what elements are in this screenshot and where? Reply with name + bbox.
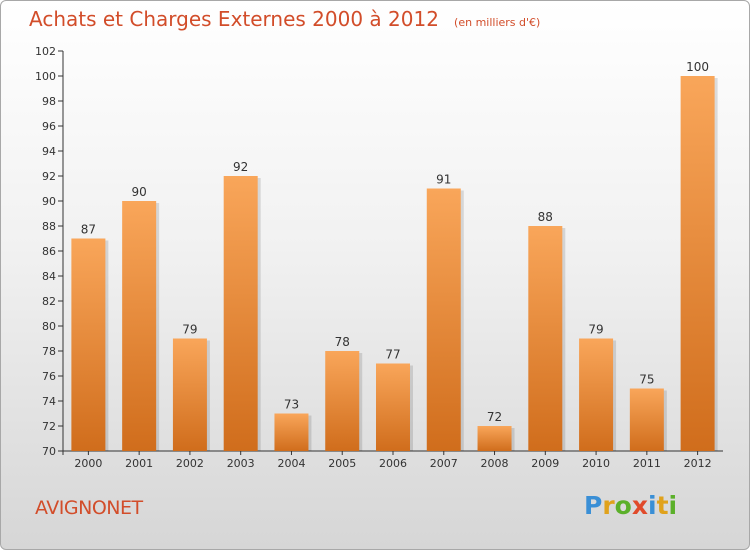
y-tick-label: 84 — [42, 270, 56, 283]
x-tick-label: 2003 — [227, 457, 255, 470]
data-label: 73 — [284, 398, 299, 412]
x-tick-label: 2000 — [74, 457, 102, 470]
y-tick-label: 76 — [42, 370, 56, 383]
data-label: 77 — [385, 348, 400, 362]
bar — [579, 338, 614, 451]
data-label: 92 — [233, 160, 248, 174]
x-tick-label: 2011 — [633, 457, 661, 470]
y-tick-label: 90 — [42, 195, 56, 208]
logo-letter: r — [602, 491, 615, 520]
logo-letter: P — [584, 491, 603, 520]
logo-letter: x — [631, 491, 648, 520]
bar — [528, 226, 563, 451]
data-label: 78 — [335, 335, 350, 349]
bar — [680, 76, 715, 451]
bar — [71, 238, 106, 451]
data-label: 91 — [436, 173, 451, 187]
title-row: Achats et Charges Externes 2000 à 2012 (… — [29, 7, 540, 31]
logo-letter: t — [656, 491, 669, 520]
y-tick-label: 70 — [42, 445, 56, 458]
y-tick-label: 74 — [42, 395, 56, 408]
data-label: 87 — [81, 223, 96, 237]
bar — [172, 338, 207, 451]
y-tick-label: 96 — [42, 120, 56, 133]
y-tick-label: 80 — [42, 320, 56, 333]
y-tick-label: 100 — [35, 70, 56, 83]
bar — [376, 363, 410, 451]
y-tick-label: 78 — [42, 345, 56, 358]
x-tick-label: 2007 — [430, 457, 458, 470]
bar — [426, 188, 461, 451]
proxiti-logo: Proxiti — [584, 491, 677, 520]
y-tick-label: 94 — [42, 145, 56, 158]
x-tick-label: 2009 — [531, 457, 559, 470]
data-label: 100 — [686, 60, 709, 74]
logo-letter: o — [614, 491, 632, 520]
x-tick-label: 2006 — [379, 457, 407, 470]
x-tick-label: 2012 — [684, 457, 712, 470]
chart-unit: (en milliers d'€) — [454, 16, 541, 29]
bar — [325, 351, 360, 451]
bar — [122, 201, 157, 451]
x-tick-label: 2005 — [328, 457, 356, 470]
data-label: 75 — [639, 373, 654, 387]
y-tick-label: 82 — [42, 295, 56, 308]
bar — [477, 426, 512, 451]
logo-letter: i — [648, 491, 657, 520]
bar — [274, 413, 309, 451]
data-label: 90 — [132, 185, 147, 199]
y-tick-label: 88 — [42, 220, 56, 233]
city-name: AVIGNONET — [35, 497, 143, 519]
x-tick-label: 2004 — [277, 457, 305, 470]
y-tick-label: 102 — [35, 45, 56, 58]
x-tick-label: 2001 — [125, 457, 153, 470]
y-tick-label: 72 — [42, 420, 56, 433]
data-label: 72 — [487, 410, 502, 424]
bar — [629, 388, 664, 451]
data-label: 79 — [588, 323, 603, 337]
y-tick-label: 98 — [42, 95, 56, 108]
data-label: 79 — [182, 323, 197, 337]
y-tick-label: 92 — [42, 170, 56, 183]
data-label: 88 — [538, 210, 553, 224]
x-tick-label: 2008 — [481, 457, 509, 470]
x-tick-label: 2010 — [582, 457, 610, 470]
logo-letter: i — [668, 491, 678, 520]
x-tick-label: 2002 — [176, 457, 204, 470]
bar — [223, 176, 258, 451]
y-tick-label: 86 — [42, 245, 56, 258]
chart-title: Achats et Charges Externes 2000 à 2012 — [29, 7, 439, 31]
